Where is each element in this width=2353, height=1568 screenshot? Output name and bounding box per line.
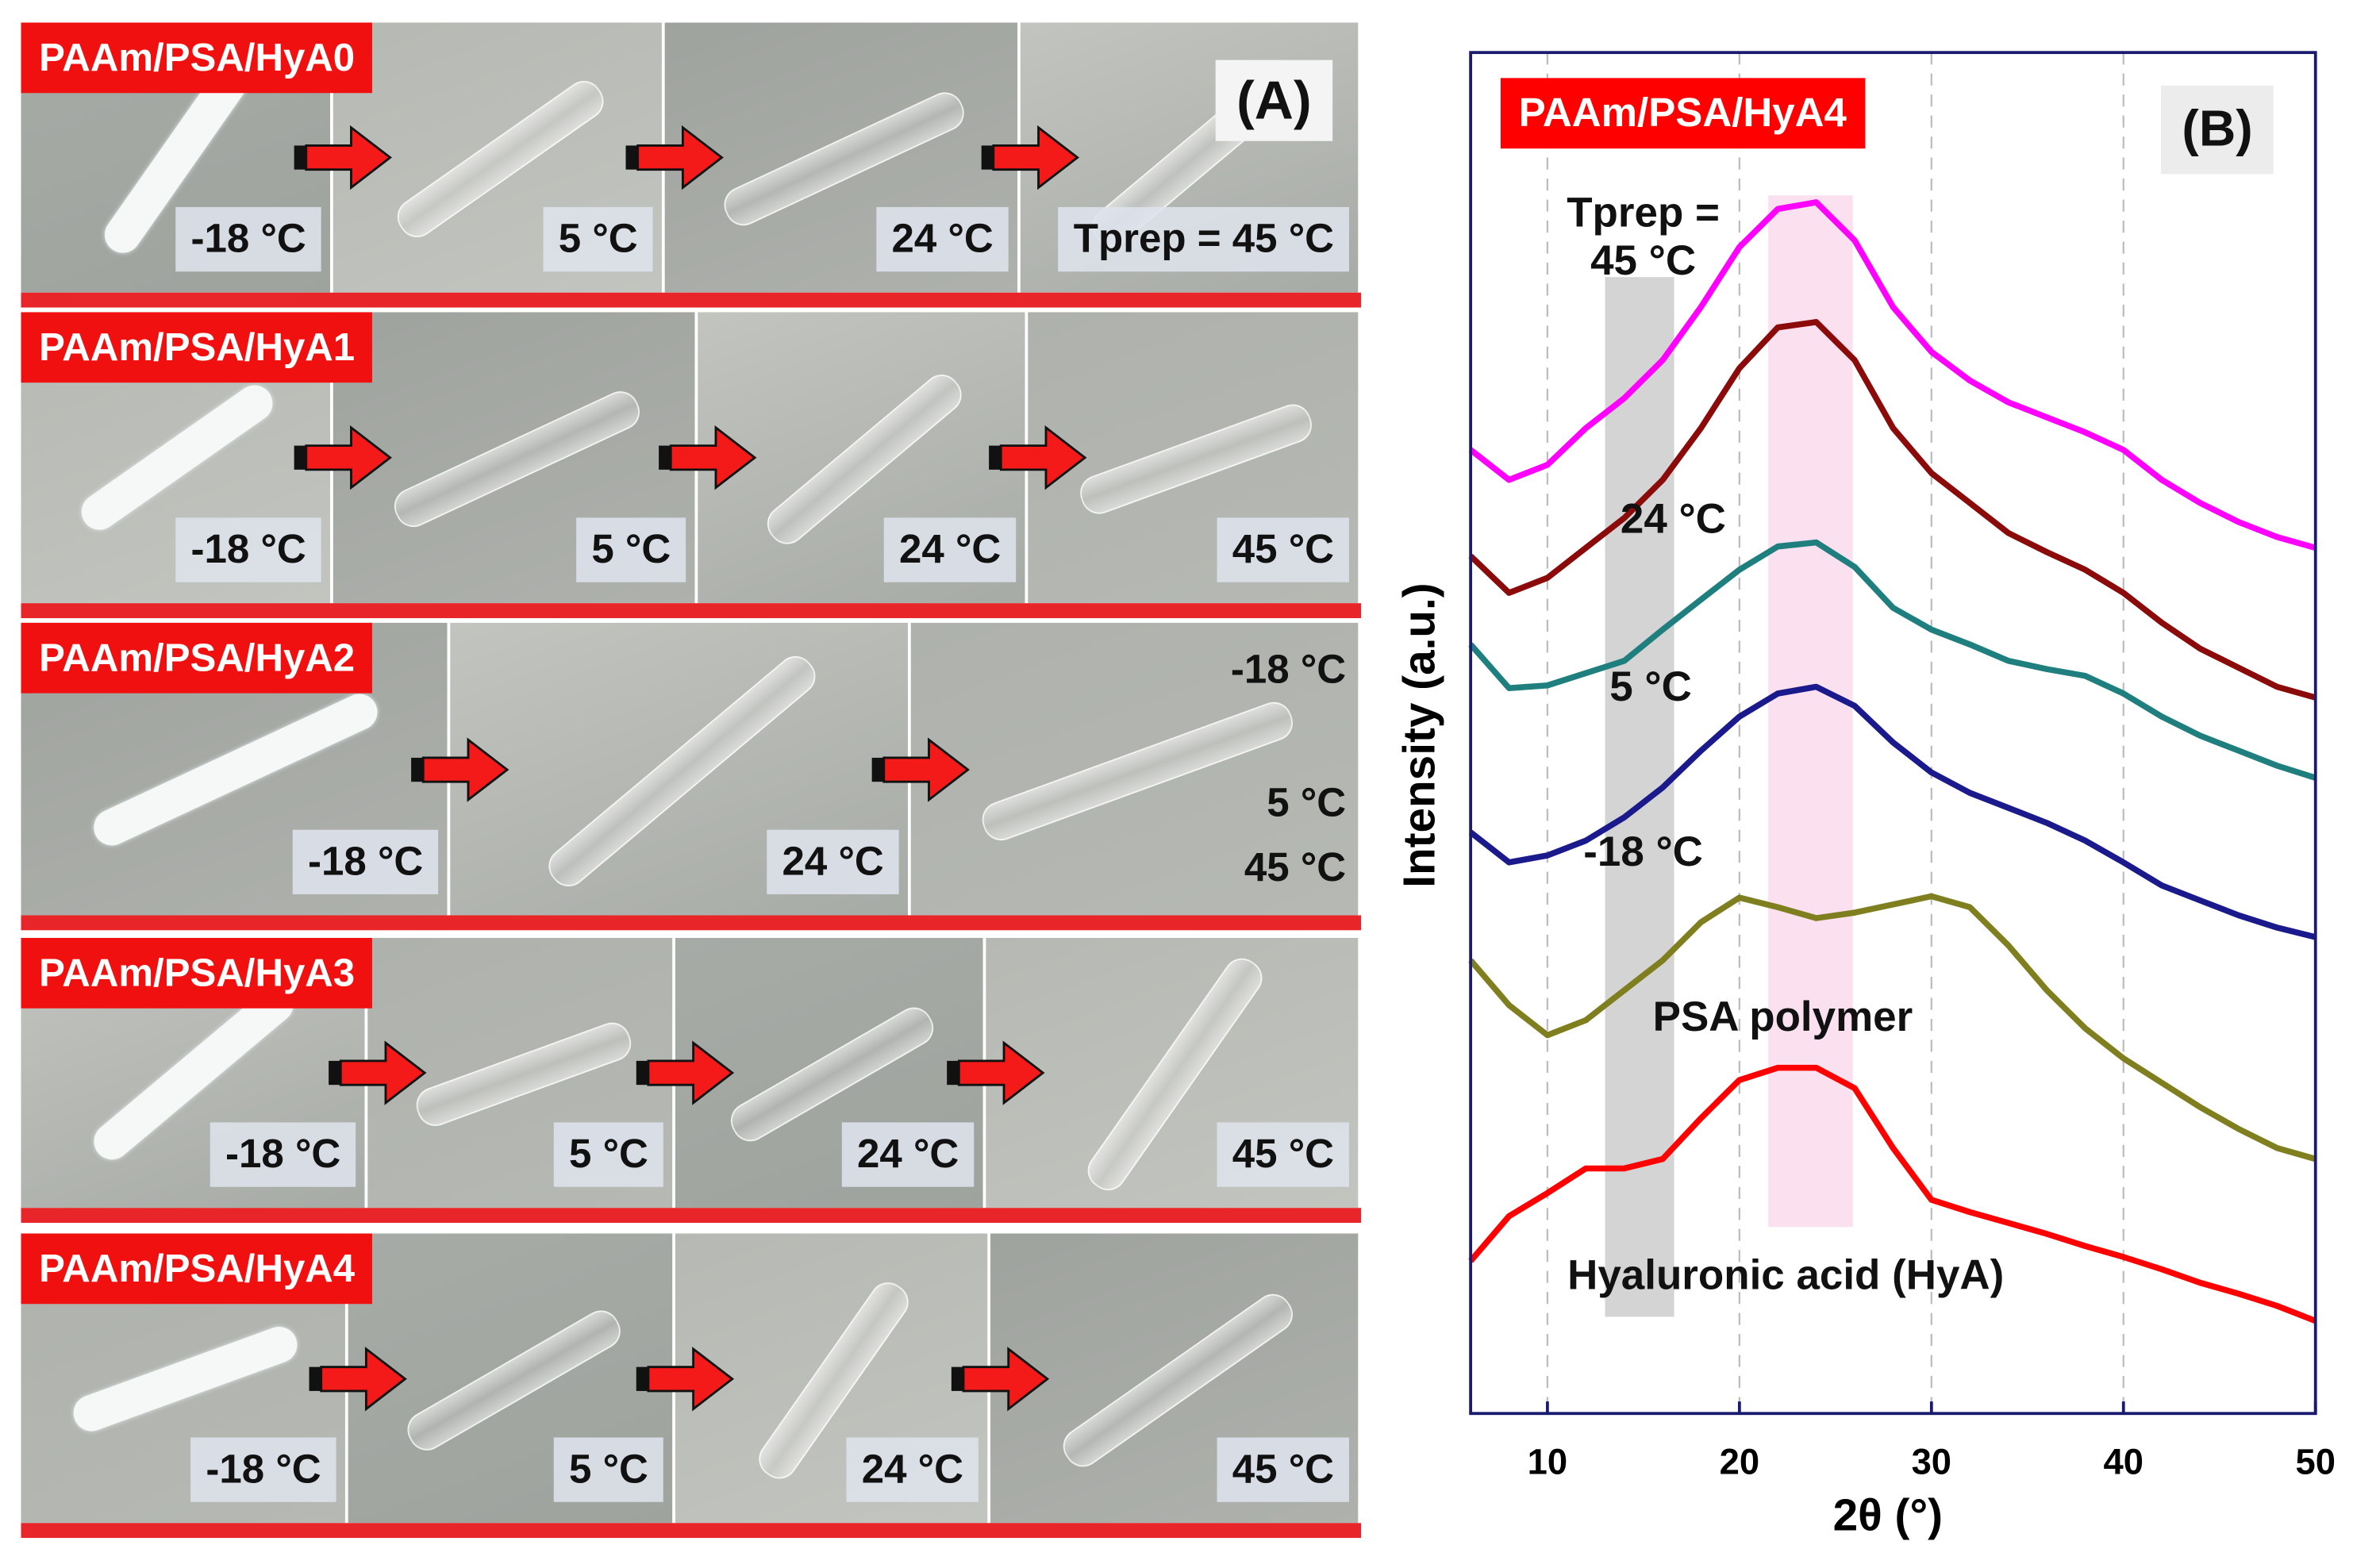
photo-row: -18 °C 5 °C 24 °C 45 °C PAAm/PSA/HyA1	[21, 312, 1362, 619]
red-strip	[21, 603, 1362, 619]
arrow	[294, 425, 392, 490]
highlight-band	[1768, 195, 1853, 1228]
photo: 5 °C	[333, 312, 695, 604]
series-line	[1468, 199, 2316, 551]
temperature-label: -18 °C	[190, 1437, 336, 1502]
series-line	[1468, 683, 2316, 940]
x-tick-label: 20	[1720, 1442, 1759, 1482]
temperature-label: 24 °C	[884, 517, 1017, 582]
row-title: PAAm/PSA/HyA4	[21, 1233, 373, 1305]
series-label: PSA polymer	[1652, 993, 1913, 1040]
temperature-label: -18 °C	[293, 829, 439, 895]
photo: 45 °C	[986, 937, 1359, 1209]
arrow	[989, 425, 1087, 490]
red-strip	[21, 915, 1362, 931]
temperature-label: Tprep = 45 °C	[1058, 206, 1349, 272]
series-label: 5 °C	[1609, 663, 1692, 710]
arrow	[636, 1040, 735, 1105]
panel-a: -18 °C 5 °C 24 °C Tprep = 45 °C PAAm/PSA/HyA…	[21, 22, 1362, 1539]
series-line	[1468, 319, 2316, 701]
arrow	[947, 1040, 1045, 1105]
temperature-label: 24 °C	[842, 1122, 975, 1187]
panel-label: (B)	[2160, 85, 2274, 175]
arrow	[981, 125, 1080, 190]
temperature-label: 5 °C	[554, 1437, 663, 1502]
temperature-label: 24 °C	[876, 206, 1009, 272]
temperature-label: 5 °C	[1267, 780, 1347, 826]
photo-row: -18 °C 5 °C 24 °C Tprep = 45 °C PAAm/PSA/HyA…	[21, 22, 1362, 308]
x-tick-label: 10	[1528, 1442, 1567, 1482]
arrow	[411, 736, 509, 801]
row-title: PAAm/PSA/HyA0	[21, 22, 373, 94]
red-strip	[21, 1523, 1362, 1539]
row-title: PAAm/PSA/HyA3	[21, 937, 373, 1009]
x-tick-label: 40	[2104, 1442, 2143, 1482]
row-title: PAAm/PSA/HyA1	[21, 312, 373, 383]
chart-title: PAAm/PSA/HyA4	[1500, 78, 1865, 149]
temperature-label: 45 °C	[1217, 1437, 1349, 1502]
series-label: Tprep = 45 °C	[1567, 189, 1720, 284]
series-line	[1468, 1064, 2317, 1324]
temperature-label: 45 °C	[1244, 844, 1347, 890]
photo-row: -18 °C 5 °C 24 °C 45 °C PAAm/PSA/HyA4	[21, 1233, 1362, 1539]
temperature-label: -18 °C	[175, 206, 321, 272]
arrow	[294, 125, 392, 190]
x-axis-label: 2θ (°)	[1833, 1491, 1943, 1541]
temperature-label: 45 °C	[1217, 517, 1349, 582]
temperature-label: -18 °C	[175, 517, 321, 582]
photo: 45 °C	[990, 1233, 1359, 1524]
panel-label: (A)	[1215, 60, 1333, 141]
photo-row: -18 °C 5 °C 24 °C 45 °C PAAm/PSA/HyA3	[21, 937, 1362, 1224]
y-axis-label: Intensity (a.u.)	[1395, 582, 1445, 887]
temperature-label: 45 °C	[1217, 1122, 1349, 1187]
row-title: PAAm/PSA/HyA2	[21, 622, 373, 694]
photo: 24 °C	[450, 622, 909, 916]
arrow	[659, 425, 757, 490]
arrow	[871, 736, 970, 801]
photo-row: -18 °C 24 °C -18 °C 5 °C 45 °C PAAm/PSA/HyA2	[21, 622, 1362, 931]
series-label: Hyaluronic acid (HyA)	[1567, 1251, 2005, 1298]
arrow	[951, 1346, 1050, 1411]
arrow	[636, 1346, 735, 1411]
red-strip	[21, 1208, 1362, 1224]
arrow	[625, 125, 724, 190]
temperature-label: 5 °C	[576, 517, 686, 582]
x-tick-label: 30	[1912, 1442, 1951, 1482]
temperature-label: 5 °C	[554, 1122, 663, 1187]
highlight-band	[1605, 277, 1674, 1317]
red-strip	[21, 292, 1362, 308]
temperature-label: 5 °C	[543, 206, 653, 272]
series-label: 24 °C	[1620, 495, 1726, 542]
photo: -18 °C 5 °C 45 °C	[910, 622, 1359, 916]
x-tick-label: 50	[2295, 1442, 2335, 1482]
temperature-label: 24 °C	[767, 829, 899, 895]
series-label: -18 °C	[1583, 828, 1703, 875]
plot-frame	[1469, 51, 2317, 1416]
plot-background	[1546, 52, 2316, 1414]
series-line	[1468, 893, 2316, 1163]
arrow	[309, 1346, 407, 1411]
temperature-label: -18 °C	[1230, 646, 1347, 691]
series-line	[1468, 539, 2316, 781]
temperature-label: 24 °C	[846, 1437, 978, 1502]
arrow	[329, 1040, 427, 1105]
temperature-label: -18 °C	[210, 1122, 356, 1187]
